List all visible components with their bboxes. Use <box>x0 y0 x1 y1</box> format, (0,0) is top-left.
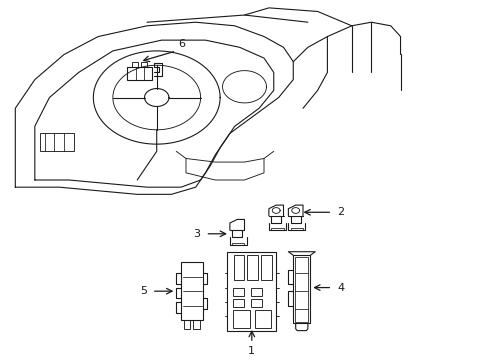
Text: 3: 3 <box>193 229 200 239</box>
Bar <box>250 300 261 307</box>
Bar <box>250 288 261 296</box>
Bar <box>227 252 276 330</box>
Bar <box>181 262 203 320</box>
Bar <box>233 288 244 296</box>
Bar <box>261 255 271 280</box>
Bar <box>141 62 147 67</box>
Bar <box>247 255 258 280</box>
Bar <box>254 310 271 328</box>
Bar <box>295 257 308 322</box>
Bar <box>132 62 138 67</box>
Bar <box>233 300 244 307</box>
Text: 1: 1 <box>248 346 255 356</box>
Bar <box>127 67 152 80</box>
Text: 4: 4 <box>336 283 344 293</box>
Text: 2: 2 <box>336 207 344 217</box>
Bar <box>233 255 244 280</box>
Text: 5: 5 <box>140 286 147 296</box>
Bar <box>293 255 310 323</box>
Bar <box>233 310 249 328</box>
Bar <box>193 320 199 329</box>
Bar <box>183 320 189 329</box>
Bar <box>40 134 74 151</box>
Text: 6: 6 <box>178 39 185 49</box>
